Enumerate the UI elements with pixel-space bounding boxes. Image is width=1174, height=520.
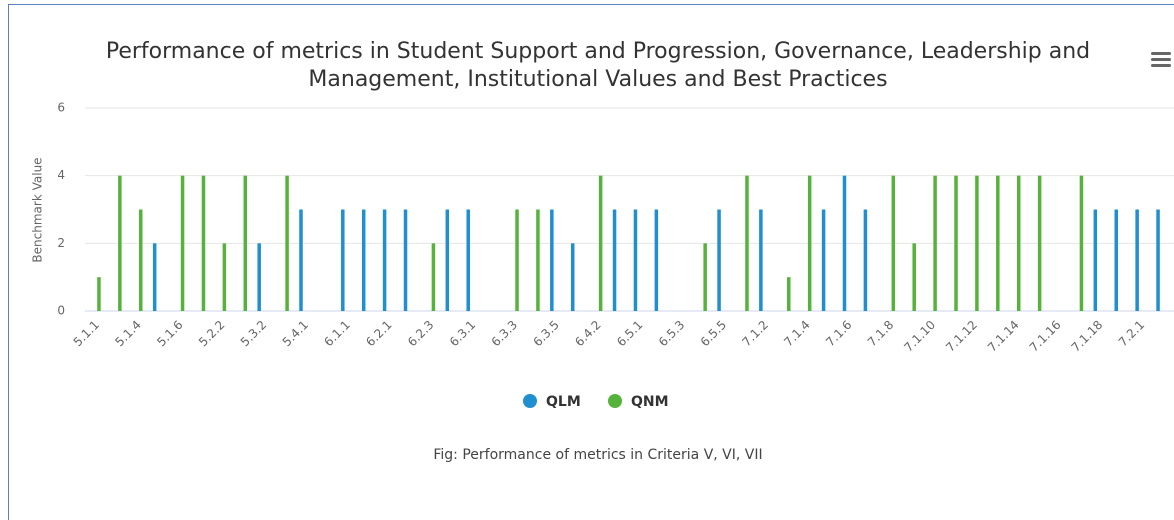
bar xyxy=(445,209,450,311)
bar xyxy=(152,243,157,311)
menu-bar[interactable] xyxy=(1151,64,1171,67)
x-tick-label: 6.5.1 xyxy=(614,318,645,349)
x-tick-label: 6.5.5 xyxy=(698,318,729,349)
x-tick-label: 7.1.2 xyxy=(739,318,770,349)
x-tick-label: 6.3.5 xyxy=(530,318,561,349)
bar xyxy=(118,175,122,311)
bar xyxy=(1135,209,1139,311)
menu-bar[interactable] xyxy=(1151,52,1171,55)
x-tick-label: 6.5.3 xyxy=(656,318,687,349)
bar xyxy=(97,277,101,311)
bar xyxy=(515,209,519,311)
bar xyxy=(180,175,185,311)
x-tick-label: 7.1.18 xyxy=(1069,318,1106,355)
x-tick-label: 7.1.4 xyxy=(781,318,812,349)
x-tick-label: 7.1.12 xyxy=(943,318,980,355)
legend: QLM QNM xyxy=(523,394,669,410)
bar xyxy=(1093,209,1098,311)
menu-icon[interactable] xyxy=(1151,52,1171,67)
bar xyxy=(341,209,345,311)
bar xyxy=(717,209,721,311)
x-tick-label: 7.1.14 xyxy=(985,318,1022,355)
bar xyxy=(598,175,603,311)
x-tick-label: 7.1.16 xyxy=(1027,318,1064,355)
bar xyxy=(745,175,749,311)
bar xyxy=(933,175,937,311)
x-tick-label: 7.1.10 xyxy=(901,318,938,355)
x-tick-label: 5.3.2 xyxy=(238,318,269,349)
bar xyxy=(550,209,554,311)
bar xyxy=(1156,209,1160,311)
bar xyxy=(787,277,791,311)
bar xyxy=(1037,175,1042,311)
x-tick-label: 5.1.4 xyxy=(112,318,143,349)
bar xyxy=(975,175,979,311)
legend-label: QNM xyxy=(631,394,669,410)
bar xyxy=(1016,175,1021,311)
bar xyxy=(821,209,826,311)
x-tick-label: 7.1.8 xyxy=(865,318,896,349)
bar xyxy=(807,175,812,311)
bar xyxy=(361,209,366,311)
bar xyxy=(285,175,289,311)
x-tick-label: 6.2.3 xyxy=(405,318,436,349)
x-tick-label: 5.1.6 xyxy=(154,318,185,349)
bar xyxy=(299,209,303,311)
x-tick-label: 7.2.1 xyxy=(1116,318,1147,349)
bar xyxy=(201,175,206,311)
bar xyxy=(891,175,896,311)
x-tick-label: 6.3.3 xyxy=(489,318,520,349)
bar xyxy=(403,209,408,311)
x-tick-label: 5.1.1 xyxy=(71,318,102,349)
bar xyxy=(633,209,638,311)
bar xyxy=(996,175,1000,311)
bar xyxy=(243,175,248,311)
bar xyxy=(570,243,575,311)
bar xyxy=(954,175,958,311)
x-tick-label: 6.2.1 xyxy=(363,318,394,349)
bar xyxy=(431,243,436,311)
x-tick-label: 6.1.1 xyxy=(321,318,352,349)
bar xyxy=(654,209,659,311)
bar xyxy=(382,209,387,311)
bar xyxy=(139,209,143,311)
chart-title: Performance of metrics in Student Suppor… xyxy=(105,39,1091,92)
legend-marker xyxy=(523,394,537,408)
bar xyxy=(612,209,617,311)
bar xyxy=(863,209,868,311)
bar xyxy=(257,243,261,311)
legend-marker xyxy=(608,394,622,408)
bar xyxy=(703,243,707,311)
bar xyxy=(1079,175,1084,311)
x-tick-label: 6.3.1 xyxy=(447,318,478,349)
y-tick-label: 2 xyxy=(57,236,65,250)
caption: Fig: Performance of metrics in Criteria … xyxy=(433,447,762,463)
bar xyxy=(842,175,847,311)
y-tick-label: 4 xyxy=(57,168,65,182)
y-axis-label: Benchmark Value xyxy=(31,157,45,262)
x-tick-label: 7.1.6 xyxy=(823,318,854,349)
bar xyxy=(1114,209,1118,311)
bar xyxy=(536,209,540,311)
x-tick-label: 5.2.2 xyxy=(196,318,227,349)
bar xyxy=(222,243,227,311)
x-tick-label: 6.4.2 xyxy=(572,318,603,349)
x-tick-label: 5.4.1 xyxy=(280,318,311,349)
y-tick-label: 6 xyxy=(57,101,65,115)
bar xyxy=(466,209,470,311)
menu-bar[interactable] xyxy=(1151,58,1171,61)
frame xyxy=(8,4,1174,520)
legend-label: QLM xyxy=(546,394,581,410)
bar xyxy=(759,209,763,311)
y-tick-label: 0 xyxy=(57,304,65,318)
bar xyxy=(912,243,916,311)
